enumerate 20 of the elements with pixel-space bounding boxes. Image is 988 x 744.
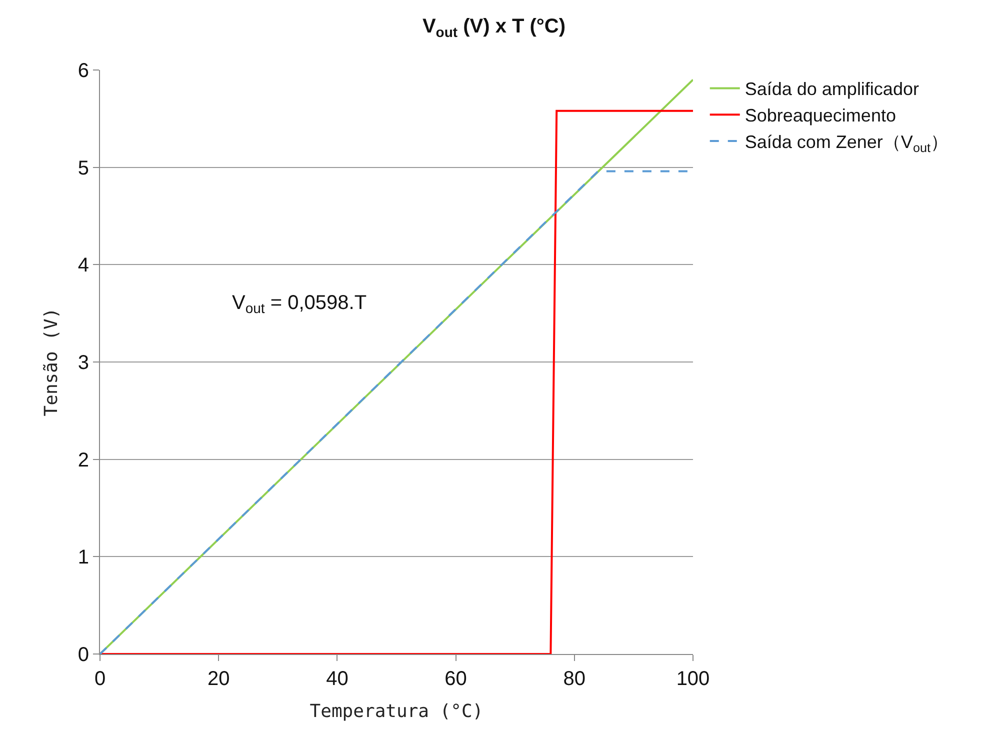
x-tick-label: 80 — [563, 668, 586, 690]
x-tick-label: 60 — [444, 668, 467, 690]
y-tick-label: 3 — [78, 352, 89, 374]
legend-label: Saída do amplificador — [744, 79, 919, 100]
x-axis-title: Temperatura (°C) — [310, 701, 484, 722]
y-axis-title: Tensão (V) — [41, 308, 62, 416]
x-tick-label: 40 — [326, 668, 348, 690]
chart-title: V$_{out}$ (V) x T (°C) — [422, 16, 566, 40]
x-tick-label: 100 — [676, 668, 710, 690]
y-tick-label: 6 — [78, 60, 89, 82]
annotation: V$_{out}$ = 0,0598.T — [232, 292, 367, 316]
y-tick-label: 2 — [78, 449, 89, 472]
y-tick-label: 1 — [78, 546, 89, 569]
x-tick-label: 20 — [207, 668, 230, 690]
legend-label: Saída com Zener（V$_{out}$） — [744, 132, 948, 155]
y-tick-label: 0 — [78, 644, 89, 666]
y-tick-label: 4 — [78, 254, 89, 277]
y-tick-label: 5 — [78, 157, 89, 180]
legend-label: Sobreaquecimento — [744, 106, 896, 126]
x-tick-label: 0 — [94, 668, 106, 690]
